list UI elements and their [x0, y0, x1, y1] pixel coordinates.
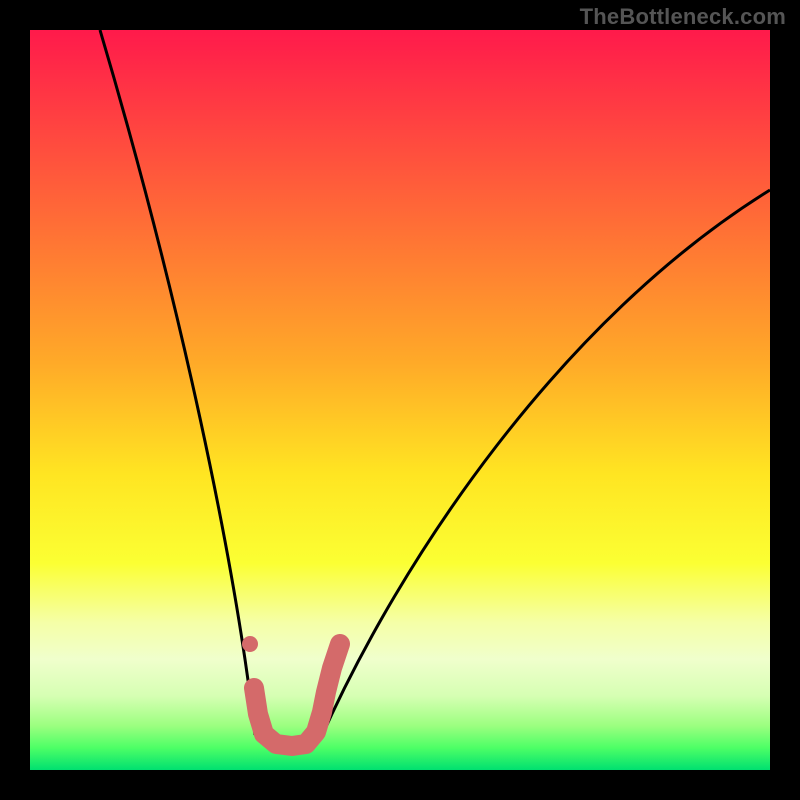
watermark: TheBottleneck.com [580, 4, 786, 30]
marker-isolated-dot [242, 636, 258, 652]
chart-container: TheBottleneck.com [0, 0, 800, 800]
chart-heatmap-background [30, 30, 770, 770]
bottleneck-chart [0, 0, 800, 800]
